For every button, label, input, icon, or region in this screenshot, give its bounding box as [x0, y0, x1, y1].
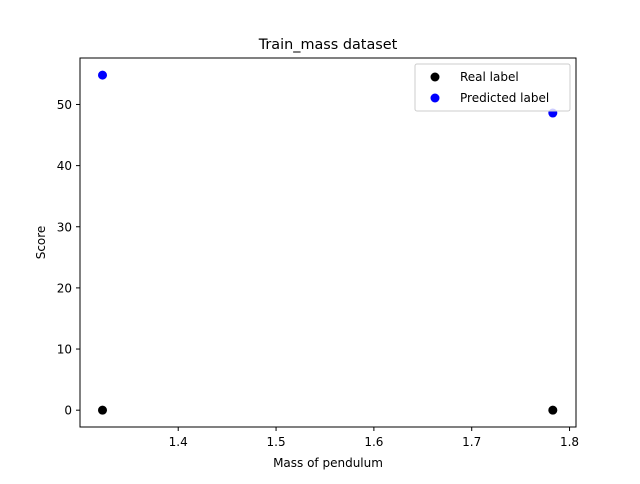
data-point-real-label	[98, 405, 108, 415]
y-tick-label: 0	[64, 404, 72, 418]
legend: Real label Predicted label	[414, 63, 571, 112]
data-point-predicted-label	[98, 70, 108, 80]
x-tick-label: 1.6	[364, 435, 383, 449]
y-axis-label: Score	[34, 226, 48, 260]
y-tick-label: 10	[57, 343, 72, 357]
legend-marker-real	[430, 72, 440, 82]
x-axis-label: Mass of pendulum	[273, 456, 383, 470]
y-tick-label: 40	[57, 159, 72, 173]
x-tick-label: 1.4	[169, 435, 188, 449]
x-axis: 1.4 1.5 1.6 1.7 1.8	[169, 427, 579, 449]
legend-label-real: Real label	[460, 70, 519, 84]
data-point-real-label	[548, 405, 558, 415]
legend-box	[414, 63, 571, 112]
legend-label-predicted: Predicted label	[460, 91, 549, 105]
axes-frame	[79, 57, 577, 428]
y-tick-label: 50	[57, 98, 72, 112]
y-tick-label: 30	[57, 220, 72, 234]
legend-marker-predicted	[430, 93, 440, 103]
x-tick-label: 1.7	[462, 435, 481, 449]
chart-title: Train_mass dataset	[258, 37, 398, 53]
y-axis: 0 10 20 30 40 50	[57, 98, 80, 418]
x-tick-label: 1.8	[560, 435, 579, 449]
x-tick-label: 1.5	[267, 435, 286, 449]
y-tick-label: 20	[57, 281, 72, 295]
